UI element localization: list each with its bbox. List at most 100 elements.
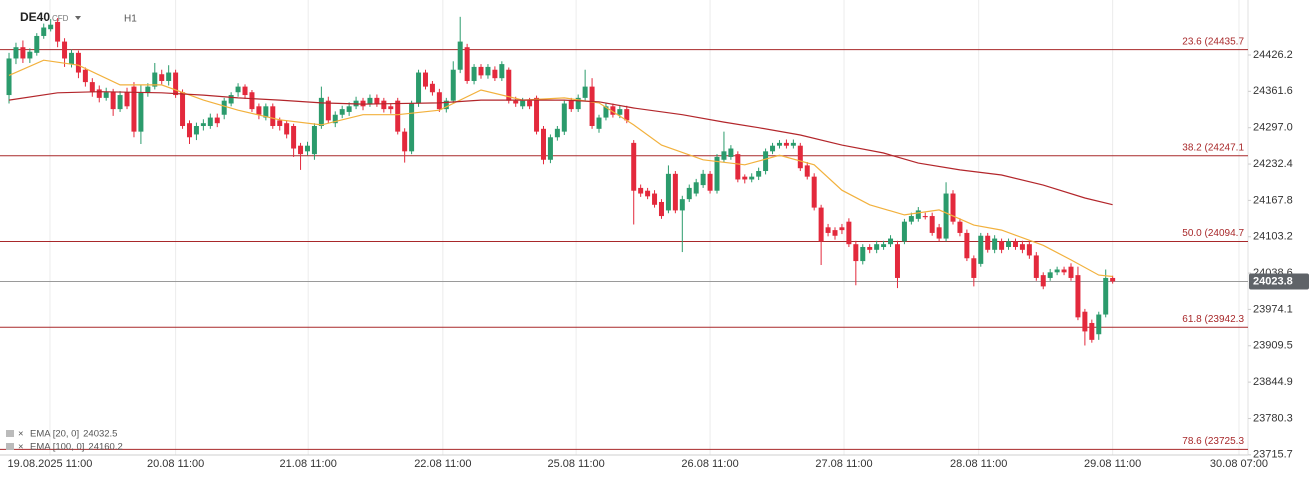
legend-value: 24160.2: [88, 442, 122, 453]
candle-body: [228, 95, 234, 104]
candle-body: [846, 221, 852, 245]
candle-body: [381, 100, 387, 110]
candle-body: [311, 126, 317, 155]
candle-body: [589, 86, 595, 127]
y-tick-label: 23974.1: [1253, 303, 1293, 315]
y-tick-label: 24426.2: [1253, 49, 1293, 61]
candle-body: [159, 74, 165, 81]
y-tick-label: 23844.9: [1253, 376, 1293, 388]
candle-body: [971, 258, 977, 278]
candle-body: [908, 216, 914, 222]
candle-body: [367, 97, 373, 104]
candle-body: [249, 92, 255, 110]
candle-body: [34, 35, 40, 53]
candle-body: [1089, 322, 1095, 340]
candle-body: [152, 72, 158, 87]
candle-body: [922, 216, 928, 218]
fib-label: 23.6 (24435.7: [1182, 36, 1244, 47]
candle-body: [811, 176, 817, 208]
y-tick-label: 24103.2: [1253, 231, 1293, 243]
x-tick-label: 30.08 07:00: [1210, 458, 1268, 470]
legend-name: EMA [100, 0]: [30, 442, 84, 453]
y-tick-label: 24361.6: [1253, 85, 1293, 97]
legend-value: 24032.5: [83, 429, 117, 440]
candle-body: [790, 142, 796, 146]
candle-body: [235, 86, 241, 93]
candle-body: [520, 100, 526, 107]
candle-body: [1026, 244, 1032, 256]
candle-body: [186, 123, 192, 138]
candle-body: [124, 92, 130, 107]
candle-body: [263, 106, 269, 118]
candle-body: [6, 58, 12, 96]
candle-body: [936, 227, 942, 239]
candle-body: [610, 106, 616, 115]
candle-body: [756, 171, 762, 177]
x-tick-label: 27.08 11:00: [815, 458, 872, 470]
candle-body: [346, 106, 352, 112]
candle-body: [1047, 272, 1053, 278]
candle-body: [985, 235, 991, 250]
candle-body: [645, 190, 651, 197]
candle-body: [221, 100, 227, 115]
timeframe[interactable]: H1: [124, 14, 137, 25]
x-tick-label: 26.08 11:00: [681, 458, 738, 470]
candle-body: [776, 142, 782, 146]
candle-body: [395, 100, 401, 132]
candle-body: [749, 176, 755, 180]
candle-body: [117, 95, 123, 110]
candle-body: [304, 145, 310, 152]
candle-body: [388, 106, 394, 110]
candle-body: [1006, 241, 1012, 247]
candle-body: [339, 109, 345, 115]
candle-body: [783, 142, 789, 146]
candle-body: [214, 117, 220, 124]
candle-body: [693, 182, 699, 194]
last-price-box: [1249, 273, 1309, 290]
legend-close: ×: [18, 442, 24, 453]
symbol: DE40: [20, 10, 50, 24]
candle-body: [1103, 277, 1109, 315]
candle-body: [603, 106, 609, 118]
candle-body: [957, 221, 963, 233]
candle-body: [860, 247, 866, 262]
candle-body: [1075, 275, 1081, 318]
candle-body: [242, 86, 248, 96]
candle-body: [471, 66, 477, 81]
candle-body: [200, 123, 206, 127]
candle-body: [506, 69, 512, 101]
candle-body: [568, 100, 574, 110]
candle-body: [679, 199, 685, 211]
fib-label: 50.0 (24094.7: [1182, 228, 1244, 239]
candle-body: [721, 151, 727, 160]
candle-body: [332, 114, 338, 124]
candle-body: [110, 92, 116, 110]
candle-body: [41, 27, 47, 36]
candle-body: [540, 128, 546, 160]
candle-body: [950, 193, 956, 222]
candle-body: [207, 117, 213, 127]
candle-body: [68, 52, 74, 65]
candle-body: [888, 238, 894, 245]
candle-body: [665, 173, 671, 211]
candle-body: [763, 151, 769, 172]
candle-body: [402, 131, 408, 152]
candle-body: [943, 193, 949, 239]
candle-body: [131, 86, 137, 132]
candle-body: [1110, 277, 1116, 282]
candle-body: [527, 100, 533, 107]
candle-body: [652, 193, 658, 205]
candle-body: [825, 227, 831, 233]
dropdown-caret[interactable]: [75, 16, 81, 20]
last-price-label: 24023.8: [1253, 275, 1293, 287]
candle-body: [450, 69, 456, 101]
candle-body: [561, 103, 567, 132]
x-tick-label: 28.08 11:00: [950, 458, 1007, 470]
candle-body: [20, 47, 26, 59]
candle-body: [82, 69, 88, 83]
y-tick-label: 24167.8: [1253, 194, 1293, 206]
fib-label: 61.8 (23942.3: [1182, 314, 1244, 325]
candle-body: [881, 244, 887, 247]
